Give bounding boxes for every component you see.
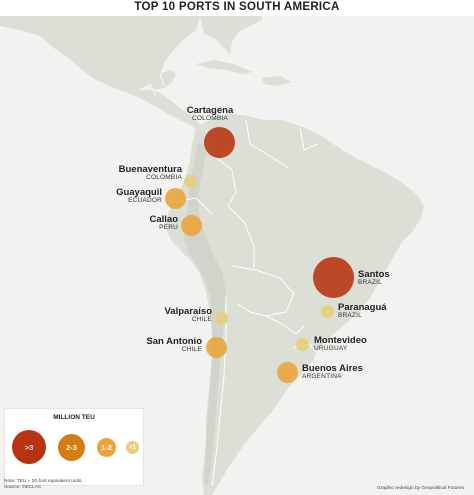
port-city: Santos [358,269,390,280]
port-city: Buenaventura [118,164,182,175]
note-text: Note: TEU = 20-foot equivalent units. [4,479,83,484]
port-bubble-buenaventura[interactable] [184,175,197,188]
port-label-santos: Santos BRAZIL [358,270,418,287]
cuba-landmass [196,60,252,74]
port-city: Paranaguá [338,302,387,313]
border-bolivia [231,265,295,317]
port-bubble-buenos-aires[interactable] [277,362,298,383]
border-guianas [299,127,319,151]
border-venezuela [245,119,289,169]
port-label-valparaiso: Valparaíso CHILE [140,307,212,324]
credit-text: Graphic redesign by Geopolitical Futures [377,486,464,491]
port-country: CHILE [181,345,202,353]
country-borders [171,119,319,487]
port-country: ARGENTINA [302,372,342,380]
legend-bubble-gt3: >3 [12,430,46,464]
port-bubble-guayaquil[interactable] [165,188,186,209]
hispaniola-landmass [262,76,292,86]
port-city: Montevideo [314,335,367,346]
port-country: PERU [159,223,178,231]
port-country: URUGUAY [314,344,348,352]
border-chile-argentina [211,296,227,487]
port-label-cartagena: Cartagena COLOMBIA [180,106,240,123]
source-text: Source: ©ECLAC [4,485,42,491]
caribbean-borders [149,73,165,97]
gulf-coast-landmass [200,16,262,54]
footnotes: Note: TEU = 20-foot equivalent units. So… [4,479,83,491]
legend-bubble-lt1: <1 [126,441,139,454]
port-country: ECUADOR [128,196,162,204]
legend-title: MILLION TEU [53,414,95,421]
port-country: CHILE [191,315,212,323]
port-bubble-san-antonio[interactable] [206,337,227,358]
port-city: Callao [149,214,178,225]
yucatan-landmass [146,70,176,90]
port-city: Guayaquil [116,187,162,198]
port-label-buenaventura: Buenaventura COLOMBIA [100,165,182,182]
port-country: COLOMBIA [192,114,228,122]
port-country: BRAZIL [338,311,362,319]
map-title: TOP 10 PORTS IN SOUTH AMERICA [134,1,340,13]
port-bubble-valparaiso[interactable] [215,312,228,325]
south-america-landmass [166,114,424,495]
port-city: San Antonio [146,336,202,347]
border-peru-brazil [227,205,255,268]
port-country: BRAZIL [358,278,382,286]
central-america-landmass [125,90,206,132]
port-label-montevideo: Montevideo URUGUAY [314,336,394,353]
port-bubble-paranagua[interactable] [321,305,334,318]
legend-bubble-1-2: 1-2 [97,438,116,457]
port-bubble-montevideo[interactable] [296,338,309,351]
port-label-callao: Callao PERU [110,215,178,232]
port-country: COLOMBIA [146,173,182,181]
port-city: Cartagena [186,105,234,116]
port-label-guayaquil: Guayaquil ECUADOR [100,188,162,205]
port-city: Valparaíso [164,306,212,317]
port-bubble-cartagena[interactable] [204,127,235,158]
north-america-landmass [0,16,200,92]
border-paraguay [265,315,305,335]
port-label-buenos-aires: Buenos Aires ARGENTINA [302,364,392,381]
port-city: Buenos Aires [302,363,363,374]
legend: MILLION TEU >3 2-3 1-2 <1 [4,408,144,486]
port-bubble-santos[interactable] [313,257,354,298]
port-label-san-antonio: San Antonio CHILE [120,337,202,354]
port-bubble-callao[interactable] [181,215,202,236]
legend-bubble-2-3: 2-3 [58,434,85,461]
port-label-paranagua: Paranaguá BRAZIL [338,303,408,320]
